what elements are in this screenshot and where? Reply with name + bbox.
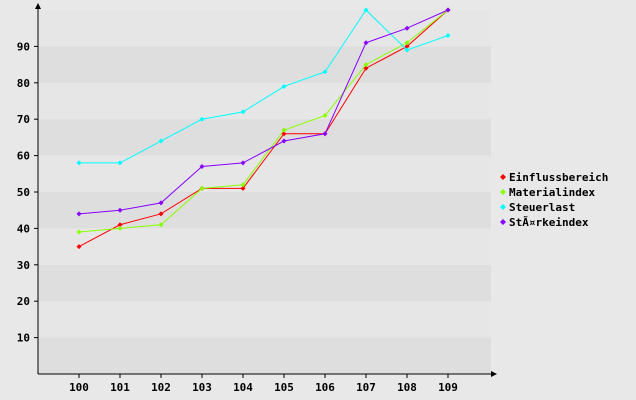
x-tick-label: 108	[397, 381, 417, 394]
y-tick-label: 90	[17, 40, 30, 53]
data-point	[199, 164, 205, 170]
data-point	[158, 138, 164, 144]
grid-band	[38, 10, 491, 47]
x-tick-label: 100	[69, 381, 89, 394]
data-point	[199, 116, 205, 122]
series-line-4	[78, 9, 449, 215]
grid-band	[38, 155, 491, 192]
y-tick-label: 50	[17, 186, 30, 199]
data-point	[322, 113, 328, 119]
legend-label: StÃ¤rkeindex	[509, 216, 589, 229]
series-line-1	[78, 9, 449, 248]
data-point	[281, 127, 287, 133]
data-point	[322, 69, 328, 75]
data-point	[445, 7, 451, 13]
grid-band	[38, 228, 491, 265]
data-point	[199, 185, 205, 191]
grid-band	[38, 82, 491, 120]
data-point	[404, 47, 410, 53]
data-point	[158, 200, 164, 206]
data-point	[281, 83, 287, 89]
x-tick-label: 102	[151, 381, 171, 394]
x-axis-arrow	[491, 371, 497, 377]
data-point	[158, 222, 164, 228]
data-point	[363, 65, 369, 71]
y-tick-label: 30	[17, 259, 30, 272]
legend-marker	[500, 189, 506, 195]
data-point	[322, 131, 328, 137]
y-axis-arrow	[35, 3, 41, 9]
data-point	[76, 229, 82, 235]
x-tick-label: 106	[315, 381, 335, 394]
grid-band	[38, 46, 491, 83]
y-tick-label: 20	[17, 295, 30, 308]
data-point	[240, 185, 246, 191]
grid-band	[38, 337, 491, 374]
data-point	[158, 211, 164, 217]
data-point	[240, 182, 246, 188]
data-point	[117, 225, 123, 231]
grid-band	[38, 192, 491, 229]
data-point	[117, 207, 123, 213]
data-point	[76, 244, 82, 250]
grid-band	[38, 264, 491, 302]
plot-background	[38, 10, 491, 374]
series-line-2	[78, 9, 449, 233]
data-point	[404, 40, 410, 46]
y-tick-label: 80	[17, 77, 30, 90]
x-tick-label: 103	[192, 381, 212, 394]
y-axis-ticks: 10 20 30 40 50 60 70 80 90	[17, 40, 38, 345]
x-tick-label: 107	[356, 381, 376, 394]
axes	[35, 3, 497, 377]
legend-label: Materialindex	[509, 186, 595, 199]
data-point	[76, 211, 82, 217]
y-tick-label: 60	[17, 150, 30, 163]
legend-marker	[500, 174, 506, 180]
data-point	[363, 40, 369, 46]
data-point	[363, 7, 369, 13]
data-point	[240, 160, 246, 166]
y-tick-label: 70	[17, 113, 30, 126]
data-point	[281, 138, 287, 144]
x-tick-label: 105	[274, 381, 294, 394]
data-point	[363, 62, 369, 68]
legend-marker	[500, 204, 506, 210]
x-axis-ticks: 100 101 102 103 104 105 106 107 108 109	[69, 374, 458, 394]
data-point	[404, 25, 410, 31]
x-tick-label: 109	[438, 381, 458, 394]
legend-marker	[500, 219, 506, 225]
data-point	[445, 32, 451, 38]
y-tick-label: 10	[17, 332, 30, 345]
data-point	[117, 222, 123, 228]
y-tick-label: 40	[17, 222, 30, 235]
series-points	[76, 7, 451, 250]
data-point	[117, 160, 123, 166]
legend: Einflussbereich Materialindex Steuerlast St…	[500, 171, 608, 229]
data-point	[281, 131, 287, 137]
data-point	[240, 109, 246, 115]
legend-label: Einflussbereich	[509, 171, 608, 184]
series-lines	[78, 9, 449, 248]
grid-band	[38, 301, 491, 338]
data-point	[404, 43, 410, 49]
x-tick-label: 104	[233, 381, 253, 394]
data-point	[76, 160, 82, 166]
series-line-3	[79, 9, 449, 164]
legend-label: Steuerlast	[509, 201, 575, 214]
x-tick-label: 101	[110, 381, 130, 394]
grid-band	[38, 119, 491, 156]
